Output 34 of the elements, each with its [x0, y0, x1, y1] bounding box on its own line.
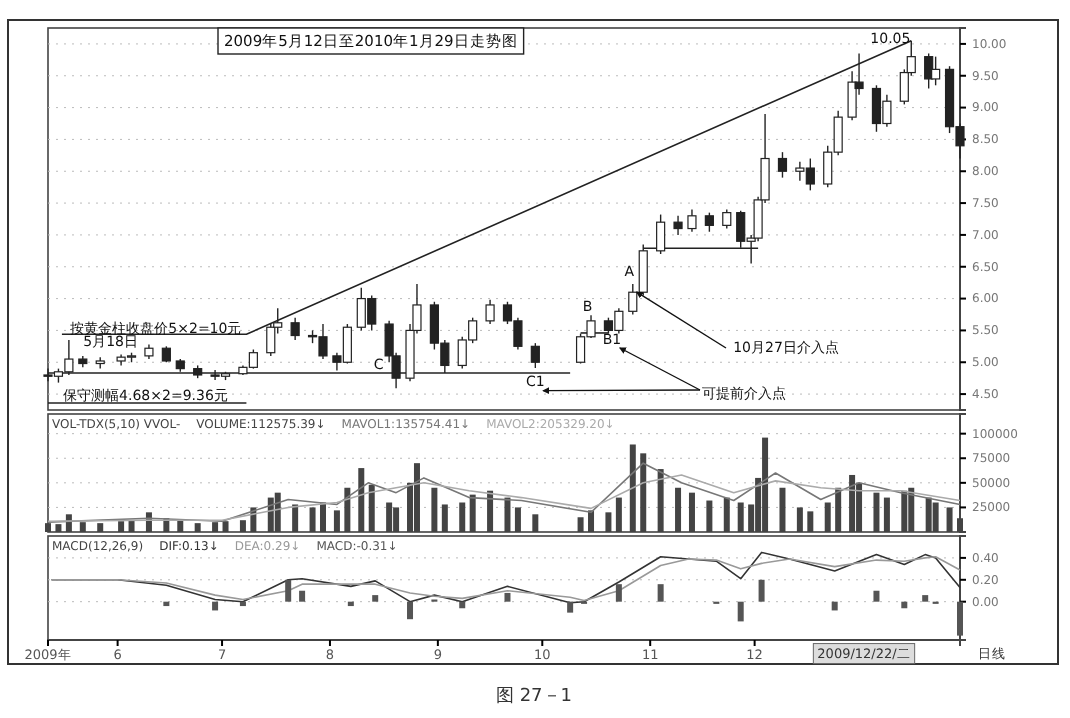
bar: [239, 601, 246, 607]
bar: [737, 601, 744, 622]
bar: [347, 601, 354, 607]
candlestick: [777, 151, 788, 179]
bar: [831, 601, 838, 611]
candlestick: [673, 215, 683, 236]
caption: 图 27－1: [495, 686, 573, 707]
bar: [922, 595, 929, 602]
candlestick: [924, 52, 934, 90]
bar: [615, 584, 622, 602]
bar: [957, 601, 963, 636]
candlestick: [687, 208, 697, 233]
bar: [372, 595, 379, 602]
candlestick: [931, 55, 941, 86]
bar: [459, 601, 466, 609]
candlestick: [704, 211, 714, 233]
candlestick: [530, 342, 540, 369]
candlestick: [628, 283, 638, 316]
line-series: [47, 462, 961, 523]
bar: [163, 601, 170, 607]
bar: [758, 579, 765, 602]
bar: [299, 590, 306, 602]
bar: [873, 590, 880, 602]
candlestick: [290, 316, 300, 341]
candlestick: [485, 299, 495, 325]
bar: [285, 579, 292, 602]
bar: [657, 584, 664, 602]
bar: [901, 601, 908, 609]
bar: [407, 601, 414, 620]
candlestick: [722, 208, 732, 230]
bar: [212, 601, 219, 611]
bar: [504, 592, 511, 602]
line-series: [47, 474, 961, 522]
bar: [567, 601, 574, 613]
